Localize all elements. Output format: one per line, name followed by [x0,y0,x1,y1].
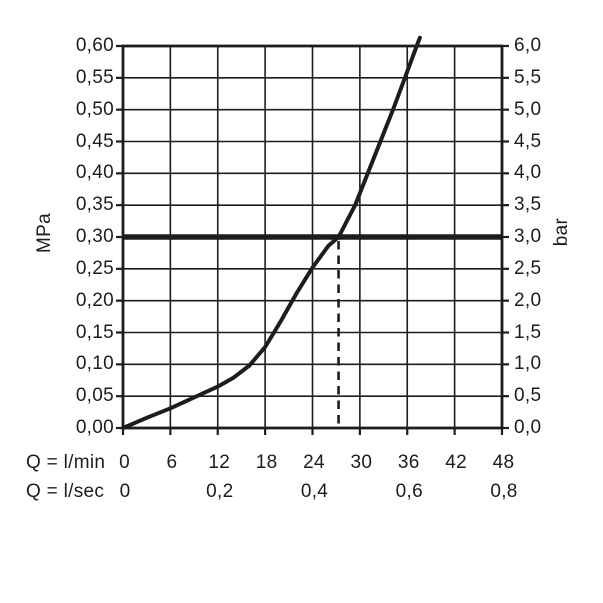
y-axis-right-title: bar [551,217,572,247]
y-left-tick-label: 0,45 [75,130,114,152]
x-lsec-tick-label: 0,6 [395,481,423,502]
y-left-tick-label: 0,05 [75,385,114,407]
y-left-tick-label: 0,40 [75,162,114,184]
x-lmin-tick-label: 36 [397,452,420,473]
y-right-tick-label: 2,0 [514,289,542,311]
y-left-tick-label: 0,25 [75,257,114,279]
y-left-tick-label: 0,20 [75,289,114,311]
x-lsec-tick-label: 0 [119,481,131,502]
x-lsec-tick-label: 0,4 [300,481,329,502]
y-right-tick-label: 2,5 [514,257,542,279]
y-right-tick-label: 0,5 [514,385,542,407]
x-lmin-tick-label: 6 [166,452,178,473]
y-left-tick-label: 0,00 [75,417,114,438]
x-lmin-tick-label: 42 [445,452,467,473]
y-right-tick-label: 3,5 [514,194,542,216]
x-lmin-tick-label: 0 [119,452,130,473]
y-left-tick-label: 0,50 [75,98,114,120]
y-left-tick-label: 0,30 [75,226,114,247]
y-right-tick-label: 0,0 [514,417,542,438]
y-right-tick-label: 4,5 [514,130,542,152]
y-left-tick-label: 0,35 [75,194,114,216]
x-lmin-tick-label: 24 [303,452,325,473]
x-lsec-tick-label: 0,8 [490,481,518,502]
y-right-tick-label: 1,0 [514,353,542,375]
y-axis-left-title: MPa [34,213,55,253]
x-axis-lsec-title: Q = l/sec [26,481,105,502]
x-lmin-tick-label: 18 [255,452,278,473]
y-right-tick-label: 5,5 [514,66,542,88]
y-right-tick-label: 3,0 [514,226,542,247]
flow-pressure-curve [121,35,422,430]
x-axis-lmin-title: Q = l/min [26,452,106,473]
x-lsec-tick-label: 0,2 [206,481,234,502]
y-right-tick-label: 1,5 [514,321,542,343]
y-right-tick-label: 6,0 [514,35,542,56]
y-left-tick-label: 0,55 [75,66,114,88]
y-left-tick-label: 0,10 [75,353,114,375]
x-lmin-tick-label: 48 [492,452,515,473]
x-lmin-tick-label: 12 [208,452,231,473]
y-right-tick-label: 4,0 [514,162,542,184]
y-right-tick-label: 5,0 [514,98,542,120]
y-left-tick-label: 0,15 [75,321,114,343]
x-lmin-tick-label: 30 [350,452,373,473]
y-left-tick-label: 0,60 [75,35,114,56]
